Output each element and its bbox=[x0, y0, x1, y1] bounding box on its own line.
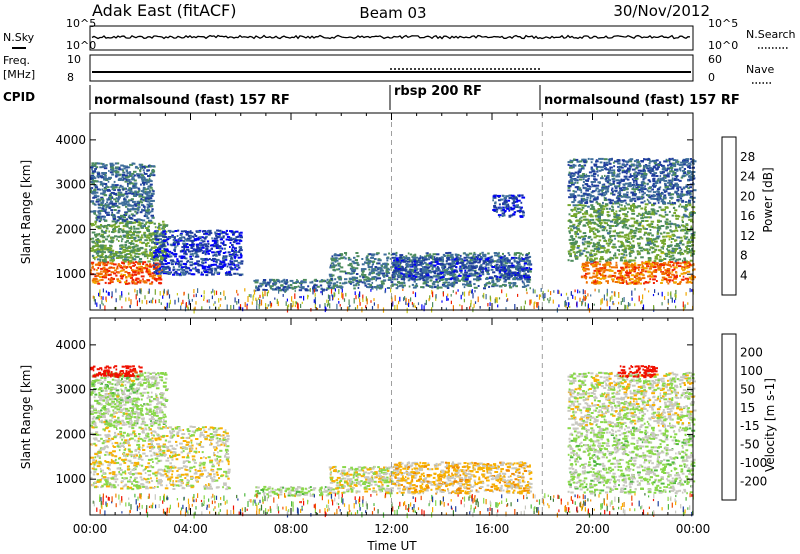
nsky-strip-frame bbox=[89, 25, 694, 51]
time-axis-label: Time UT bbox=[366, 539, 417, 553]
power-panel: 1000 2000 3000 4000 Slant Range [km] 28 24 20… bbox=[19, 112, 775, 314]
time-tick-label: 00:00 bbox=[73, 522, 108, 536]
freq-unit: [MHz] bbox=[3, 68, 35, 81]
power-ylabel: Slant Range [km] bbox=[19, 160, 33, 264]
power-region-3 bbox=[90, 162, 156, 223]
velocity-colorbar-tick: -100 bbox=[740, 456, 767, 470]
power-ytick-label: 1000 bbox=[55, 267, 86, 281]
velocity-ytick-label: 2000 bbox=[55, 427, 86, 441]
time-tick-label: 12:00 bbox=[374, 522, 409, 536]
velocity-region-3 bbox=[90, 365, 143, 379]
freq-tick-hi: 10 bbox=[67, 53, 81, 66]
power-ytick-label: 4000 bbox=[55, 133, 86, 147]
velocity-colorbar-tick: 50 bbox=[740, 382, 755, 396]
time-axis: 00:00 04:00 08:00 12:00 16:00 20:00 00:00 bbox=[73, 522, 711, 536]
beam-title: Beam 03 bbox=[359, 4, 426, 22]
velocity-region-6 bbox=[391, 461, 533, 495]
cpid-label: CPID bbox=[3, 90, 35, 104]
velocity-colorbar-tick: 15 bbox=[740, 401, 755, 415]
time-tick-label: 08:00 bbox=[274, 522, 309, 536]
velocity-ytick-label: 4000 bbox=[55, 338, 86, 352]
nsky-trace bbox=[91, 34, 691, 40]
power-colorbar-tick: 16 bbox=[740, 209, 755, 223]
velocity-region-2 bbox=[90, 371, 169, 428]
velocity-ytick-label: 1000 bbox=[55, 472, 86, 486]
power-region-7 bbox=[391, 256, 533, 281]
nsearch-label: N.Search bbox=[746, 28, 796, 41]
date-title: 30/Nov/2012 bbox=[613, 2, 710, 20]
power-colorbar-tick: 28 bbox=[740, 150, 755, 164]
nave-tick-lo: 0 bbox=[708, 71, 715, 84]
power-near-range-scatter bbox=[92, 288, 694, 314]
power-plot-frame bbox=[89, 112, 694, 311]
nsky-tick-hi: 10^5 bbox=[66, 17, 96, 30]
nave-label: Nave bbox=[746, 63, 774, 76]
power-colorbar-tick: 12 bbox=[740, 229, 755, 243]
velocity-region-8 bbox=[567, 371, 697, 428]
velocity-plot-frame bbox=[89, 317, 694, 516]
station-title: Adak East (fitACF) bbox=[92, 1, 236, 20]
cpid-segment-1: normalsound (fast) 157 RF bbox=[94, 93, 290, 108]
velocity-region-9 bbox=[617, 365, 658, 379]
power-axes: 1000 2000 3000 4000 bbox=[55, 113, 694, 310]
power-colorbar-tick: 8 bbox=[740, 249, 748, 263]
power-region-11 bbox=[567, 157, 697, 205]
power-region-10 bbox=[567, 202, 696, 263]
cpid-segment-2: rbsp 200 RF bbox=[394, 84, 482, 99]
velocity-region-1 bbox=[90, 425, 231, 491]
power-colorbar-tick: 4 bbox=[740, 268, 748, 282]
power-region-5 bbox=[253, 278, 333, 292]
power-ytick-label: 3000 bbox=[55, 178, 86, 192]
velocity-region-7 bbox=[567, 425, 696, 495]
velocity-ylabel: Slant Range [km] bbox=[19, 365, 33, 469]
power-colorbar: 28 24 20 16 12 8 4 bbox=[721, 136, 755, 296]
freq-tick-lo: 8 bbox=[67, 71, 74, 84]
velocity-region-5 bbox=[328, 465, 395, 495]
velocity-panel: 1000 2000 3000 4000 Slant Range [km] 200 100… bbox=[19, 317, 777, 553]
nsearch-tick-hi: 10^5 bbox=[708, 17, 738, 30]
velocity-colorbar-tick: -50 bbox=[740, 438, 760, 452]
velocity-colorbar-tick: 100 bbox=[740, 364, 763, 378]
power-colorbar-tick: 20 bbox=[740, 189, 755, 203]
velocity-colorbar-frame bbox=[721, 333, 737, 501]
cpid-segment-3: normalsound (fast) 157 RF bbox=[544, 93, 740, 108]
nave-tick-hi: 60 bbox=[708, 53, 722, 66]
time-tick-label: 16:00 bbox=[475, 522, 510, 536]
power-region-8 bbox=[492, 194, 526, 218]
time-tick-label: 00:00 bbox=[676, 522, 711, 536]
velocity-axes: 1000 2000 3000 4000 bbox=[55, 318, 694, 515]
power-colorbar-label: Power [dB] bbox=[761, 167, 775, 232]
velocity-colorbar-label: Velocity [m s-1] bbox=[763, 378, 777, 472]
nsky-label: N.Sky bbox=[3, 31, 35, 44]
freq-label: Freq. bbox=[3, 54, 30, 67]
power-region-4 bbox=[152, 229, 244, 277]
velocity-colorbar-tick: 200 bbox=[740, 345, 763, 359]
nsearch-tick-lo: 10^0 bbox=[708, 39, 738, 52]
velocity-colorbar: 200 100 50 15 -15 -50 -100 -200 bbox=[721, 333, 767, 501]
nsky-tick-lo: 10^0 bbox=[66, 39, 96, 52]
freq-strip-frame bbox=[89, 54, 694, 82]
power-colorbar-tick: 24 bbox=[740, 170, 755, 184]
time-tick-label: 20:00 bbox=[575, 522, 610, 536]
time-tick-label: 04:00 bbox=[173, 522, 208, 536]
nsky-noise-line bbox=[91, 34, 691, 40]
velocity-colorbar-tick: -15 bbox=[740, 419, 760, 433]
power-heatmap bbox=[90, 157, 697, 314]
velocity-colorbar-tick: -200 bbox=[740, 475, 767, 489]
velocity-heatmap bbox=[90, 365, 697, 519]
power-ytick-label: 2000 bbox=[55, 222, 86, 236]
velocity-region-4 bbox=[254, 485, 332, 497]
power-colorbar-frame bbox=[721, 136, 737, 296]
velocity-ytick-label: 3000 bbox=[55, 383, 86, 397]
